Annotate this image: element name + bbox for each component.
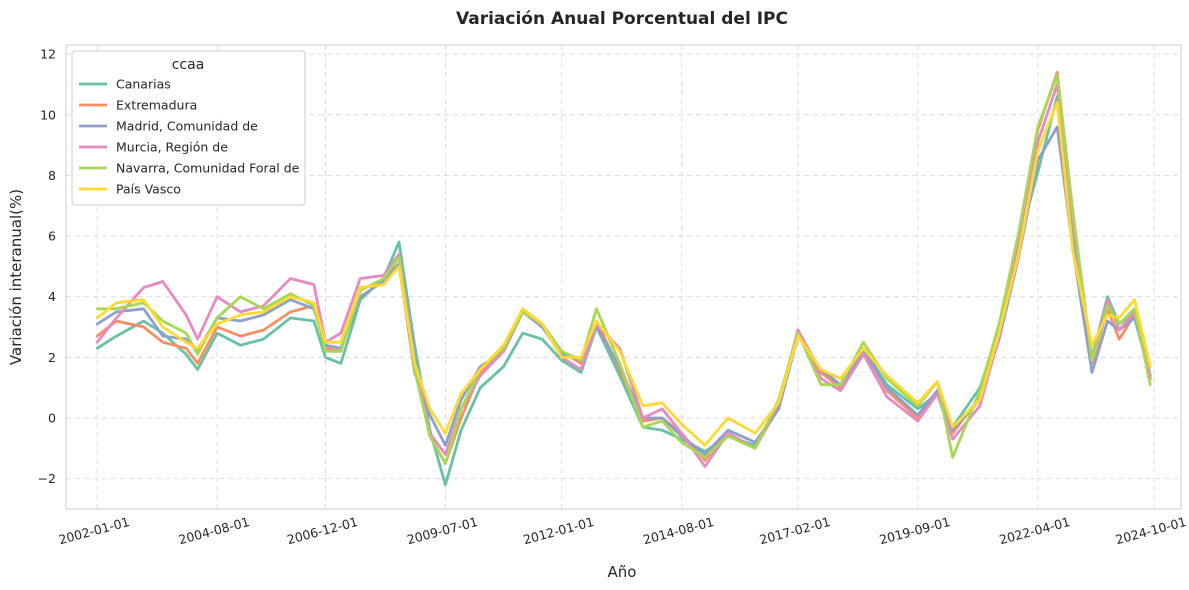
x-tick-label: 2009-07-01 — [405, 514, 479, 547]
x-tick-label: 2024-10-01 — [1114, 514, 1188, 547]
legend-label: Murcia, Región de — [116, 140, 228, 155]
x-axis-label: Año — [608, 563, 637, 581]
legend-label: País Vasco — [116, 182, 181, 197]
y-tick-label: 10 — [40, 107, 56, 122]
x-tick-label: 2014-08-01 — [641, 514, 715, 547]
x-tick-label: 2006-12-01 — [285, 514, 359, 547]
y-axis-label: Variación interanual(%) — [7, 189, 25, 365]
legend-label: Extremadura — [116, 98, 197, 113]
y-tick-label: 8 — [48, 168, 56, 183]
series-lines — [95, 70, 1152, 487]
y-tick-label: 2 — [48, 350, 56, 365]
y-tick-label: 4 — [48, 289, 56, 304]
legend-label: Canarias — [116, 77, 171, 92]
y-tick-label: 12 — [40, 47, 56, 62]
series-line-6 — [95, 101, 1152, 447]
y-tick-label: 0 — [48, 411, 56, 426]
x-axis-ticks: 2002-01-01 2004-08-01 2006-12-01 2009-07-01… — [57, 514, 1188, 547]
legend-label: Navarra, Comunidad Foral de — [116, 161, 300, 176]
legend-box — [71, 50, 306, 206]
x-tick-label: 2002-01-01 — [57, 514, 131, 547]
legend-label: Madrid, Comunidad de — [116, 119, 258, 134]
grid — [66, 45, 1181, 509]
x-tick-label: 2004-08-01 — [177, 514, 251, 547]
chart-title: Variación Anual Porcentual del IPC — [456, 9, 788, 29]
x-tick-label: 2019-09-01 — [878, 514, 952, 547]
x-tick-label: 2022-04-01 — [998, 514, 1072, 547]
y-tick-label: −2 — [38, 471, 56, 486]
plot-frame — [65, 44, 1182, 510]
x-tick-label: 2017-02-01 — [758, 514, 832, 547]
y-axis-ticks: −2 0 2 4 6 8 10 12 — [38, 47, 56, 487]
x-tick-label: 2012-01-01 — [521, 514, 595, 547]
legend: ccaa Canarias Extremadura Madrid, Comunida… — [71, 50, 306, 206]
legend-title: ccaa — [172, 57, 205, 73]
y-tick-label: 6 — [48, 229, 56, 244]
